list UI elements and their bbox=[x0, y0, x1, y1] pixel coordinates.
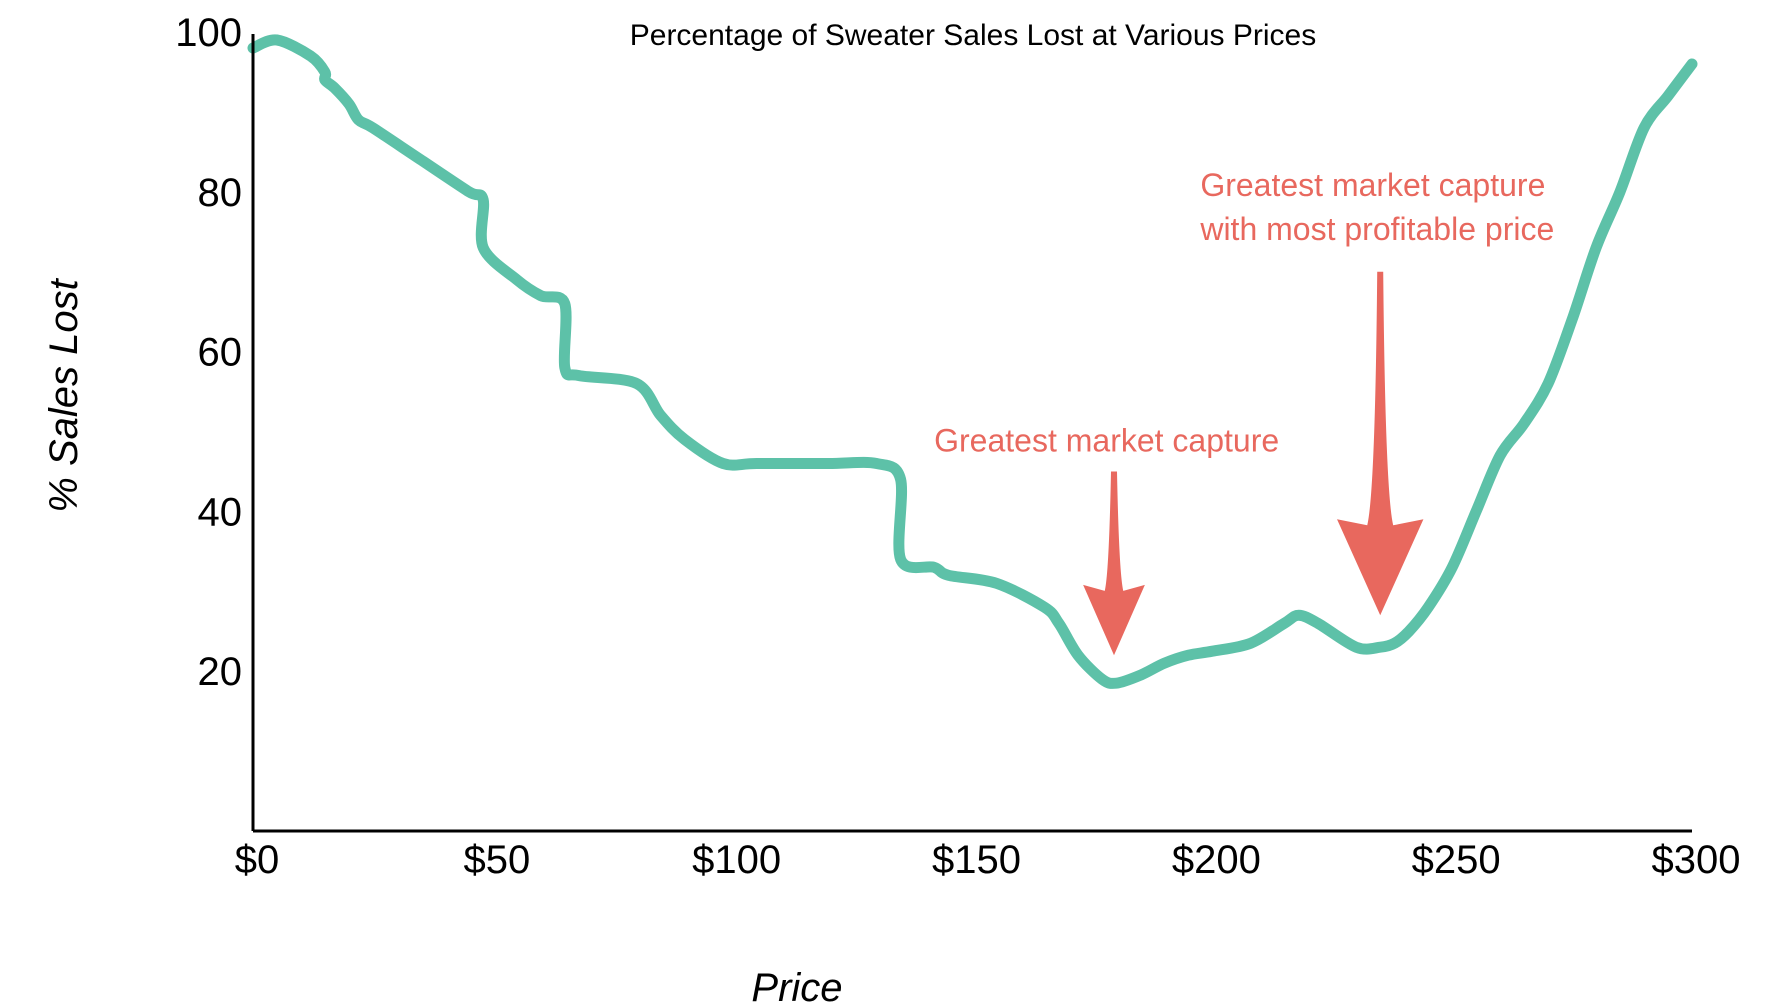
x-tick-label: $50 bbox=[463, 838, 530, 882]
x-tick-label: $100 bbox=[692, 838, 781, 882]
chart-title: Percentage of Sweater Sales Lost at Vari… bbox=[630, 19, 1316, 52]
x-axis-ticks: $0 $50 $100 $150 $200 $250 $300 bbox=[235, 838, 1741, 882]
y-tick-label: 20 bbox=[198, 650, 243, 694]
annotation-text: Greatest market capture bbox=[934, 422, 1279, 458]
x-tick-label: $0 bbox=[235, 838, 280, 882]
y-axis-ticks: 20 40 60 80 100 bbox=[175, 11, 242, 694]
series-line bbox=[247, 34, 1698, 689]
annotation-text: with most profitable price bbox=[1199, 211, 1554, 247]
x-tick-label: $150 bbox=[932, 838, 1021, 882]
annotation-text: Greatest market capture bbox=[1200, 167, 1545, 203]
x-axis-label: Price bbox=[751, 966, 842, 1008]
y-axis-label: % Sales Lost bbox=[42, 277, 86, 512]
series-layer bbox=[247, 34, 1698, 689]
annotation-arrow bbox=[1337, 271, 1424, 616]
annotation-arrow bbox=[1083, 471, 1145, 656]
x-tick-label: $200 bbox=[1172, 838, 1261, 882]
y-tick-label: 60 bbox=[198, 331, 243, 375]
y-tick-label: 80 bbox=[198, 171, 243, 215]
y-tick-label: 40 bbox=[198, 490, 243, 534]
x-tick-label: $300 bbox=[1652, 838, 1741, 882]
x-tick-label: $250 bbox=[1412, 838, 1501, 882]
y-tick-label: 100 bbox=[175, 11, 242, 55]
annotations: Greatest market capture Greatest market c… bbox=[934, 167, 1554, 656]
